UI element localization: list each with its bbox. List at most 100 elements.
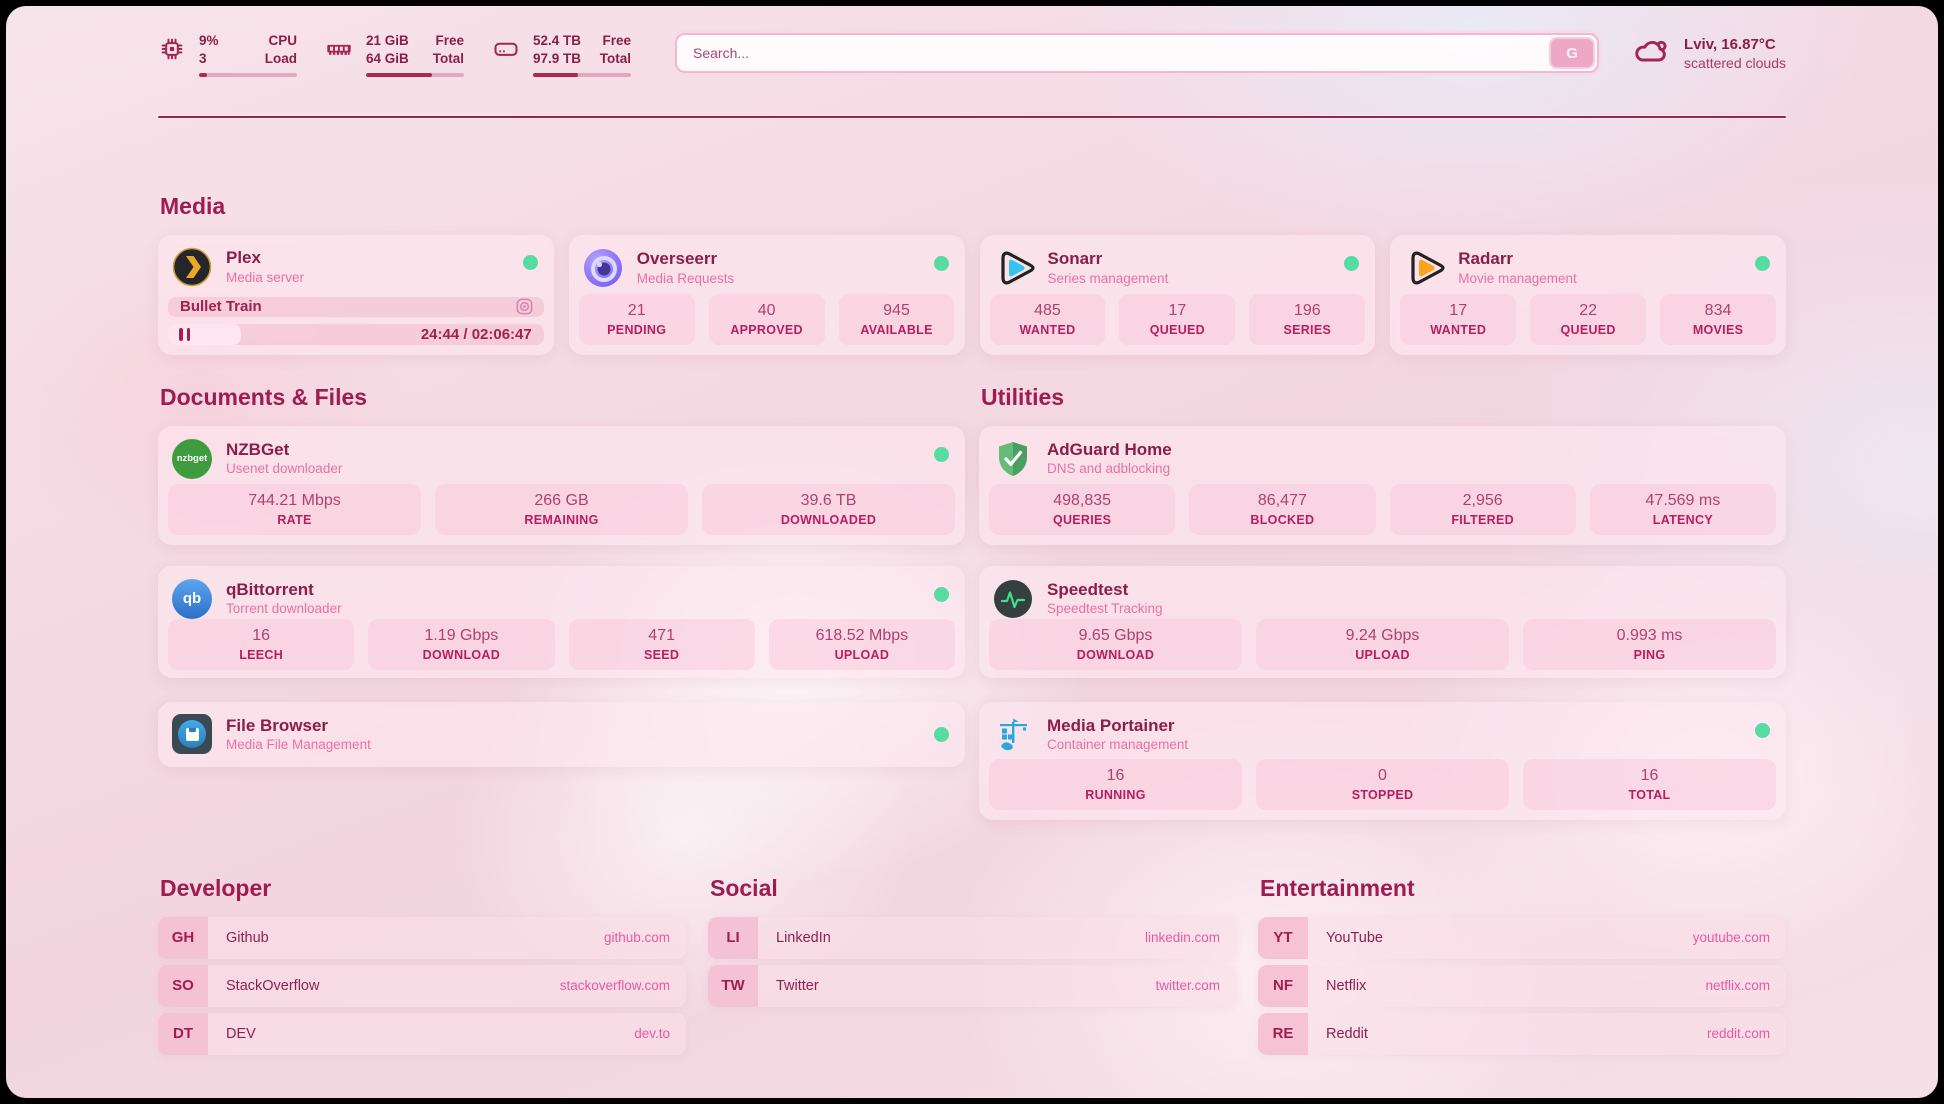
link-dev[interactable]: DT DEV dev.to [158,1012,686,1055]
storage-stat: 52.4 TB Free 97.9 TB Total [492,32,631,78]
link-youtube[interactable]: YT YouTube youtube.com [1258,916,1786,959]
link-abbr: YT [1258,916,1308,959]
speedtest-card[interactable]: Speedtest Speedtest Tracking 9.65 Gbps D… [979,565,1786,678]
portainer-status-dot [1755,722,1770,738]
radarr-card[interactable]: Radarr Movie management 17 WANTED 22 QUE… [1390,234,1786,355]
section-title-media: Media [160,193,226,219]
link-name: Twitter [776,977,819,994]
section-media: Media Plex Media server [158,192,1786,355]
cpu-secondary: 3 [199,50,207,66]
plex-name: Plex [226,248,261,268]
cpu-progress-fill [199,73,207,78]
sonarr-card[interactable]: Sonarr Series management 485 WANTED 17 Q… [979,234,1376,355]
speedtest-logo-icon [993,579,1033,619]
qbittorrent-name: qBittorrent [226,580,314,600]
speedtest-description: Speedtest Tracking [1047,601,1163,617]
section-title-entertainment: Entertainment [1260,874,1415,901]
overseerr-card[interactable]: Overseerr Media Requests 21 PENDING 40 A… [568,234,965,355]
cpu-stat: 9% CPU 3 Load [158,32,297,78]
dashboard-screen: 9% CPU 3 Load [6,6,1938,1098]
qbittorrent-card[interactable]: qb qBittorrent Torrent downloader 16 LEE… [158,565,965,678]
qbittorrent-logo-icon: qb [172,578,212,619]
link-abbr: SO [158,964,208,1007]
top-bar: 9% CPU 3 Load [158,6,1786,90]
plex-progress-bar[interactable]: 24:44 / 02:06:47 [168,323,544,345]
portainer-stat-running: 16 RUNNING [989,758,1242,810]
section-documents: Documents & Files nzbget NZBGet Usenet d… [158,383,965,820]
link-stackoverflow[interactable]: SO StackOverflow stackoverflow.com [158,964,686,1007]
section-developer: Developer GH Github github.com SO StackO… [158,874,686,1061]
search-bar: G [675,33,1600,73]
link-name: YouTube [1326,929,1383,946]
link-reddit[interactable]: RE Reddit reddit.com [1258,1012,1786,1055]
link-abbr: NF [1258,964,1308,1007]
adguard-name: AdGuard Home [1047,440,1172,460]
link-github[interactable]: GH Github github.com [158,916,686,959]
adguard-stat-latency: 47.569 ms LATENCY [1589,483,1776,535]
storage-progress-track [533,73,631,78]
weather-cloud-icon [1631,34,1671,71]
overseerr-stat-available: 945 AVAILABLE [838,294,955,345]
portainer-card[interactable]: Media Portainer Container management 16 … [979,701,1786,820]
section-utilities: Utilities [979,383,1786,820]
portainer-description: Container management [1047,737,1189,753]
nzbget-description: Usenet downloader [226,461,343,477]
storage-secondary: 97.9 TB [533,50,582,66]
search-engine-button[interactable]: G [1549,37,1596,69]
nzbget-name: NZBGet [226,440,290,460]
plex-card[interactable]: Plex Media server Bullet Train [158,234,554,355]
link-url: linkedin.com [1144,930,1220,946]
qbittorrent-stat-seed: 471 SEED [568,618,755,670]
sonarr-description: Series management [1047,270,1169,286]
sonarr-name: Sonarr [1047,249,1103,269]
storage-label-top: Free [602,33,631,48]
plex-logo-icon [172,247,212,287]
link-name: StackOverflow [226,977,320,994]
adguard-logo-icon [993,439,1033,479]
link-abbr: GH [158,916,208,959]
overseerr-logo-icon [583,248,623,288]
search-input[interactable] [675,33,1600,73]
link-url: github.com [603,930,670,946]
filebrowser-card[interactable]: File Browser Media File Management [158,701,965,767]
sonarr-stat-wanted: 485 WANTED [989,294,1106,345]
storage-progress-fill [533,73,579,78]
adguard-card[interactable]: AdGuard Home DNS and adblocking 498,835 … [979,425,1786,545]
portainer-logo-icon [993,715,1033,755]
portainer-stat-total: 16 TOTAL [1523,758,1776,810]
overseerr-stat-pending: 21 PENDING [578,294,695,345]
session-icon[interactable] [515,297,534,316]
nzbget-logo-icon: nzbget [172,438,212,479]
overseerr-description: Media Requests [636,270,735,286]
overseerr-status-dot [933,255,949,271]
link-abbr: RE [1258,1012,1308,1055]
plex-time: 24:44 / 02:06:47 [420,325,532,343]
section-entertainment: Entertainment YT YouTube youtube.com NF … [1258,874,1786,1061]
link-url: dev.to [634,1026,670,1042]
speedtest-name: Speedtest [1047,580,1129,600]
link-linkedin[interactable]: LI LinkedIn linkedin.com [708,916,1236,959]
sonarr-stat-series: 196 SERIES [1249,294,1366,345]
radarr-description: Movie management [1458,270,1577,286]
nzbget-card[interactable]: nzbget NZBGet Usenet downloader 744.21 M… [158,425,965,545]
link-name: DEV [226,1025,256,1042]
cpu-progress-track [199,73,297,78]
overseerr-name: Overseerr [636,249,718,269]
adguard-stat-blocked: 86,477 BLOCKED [1189,483,1376,535]
section-title-documents: Documents & Files [160,383,368,410]
memory-label-top: Free [435,33,464,48]
sonarr-logo-icon [994,248,1035,288]
memory-progress-fill [366,73,432,78]
radarr-stat-wanted: 17 WANTED [1400,294,1517,345]
memory-value: 21 GiB [366,33,409,48]
link-twitter[interactable]: TW Twitter twitter.com [708,964,1236,1007]
pause-icon[interactable] [179,327,190,341]
header-divider [158,116,1786,118]
cpu-label-bottom: Load [264,50,297,66]
radarr-logo-icon [1404,248,1445,288]
link-netflix[interactable]: NF Netflix netflix.com [1258,964,1786,1007]
portainer-name: Media Portainer [1047,716,1175,736]
plex-now-playing: Bullet Train [180,298,262,316]
plex-description: Media server [226,269,305,285]
link-abbr: DT [158,1012,208,1055]
